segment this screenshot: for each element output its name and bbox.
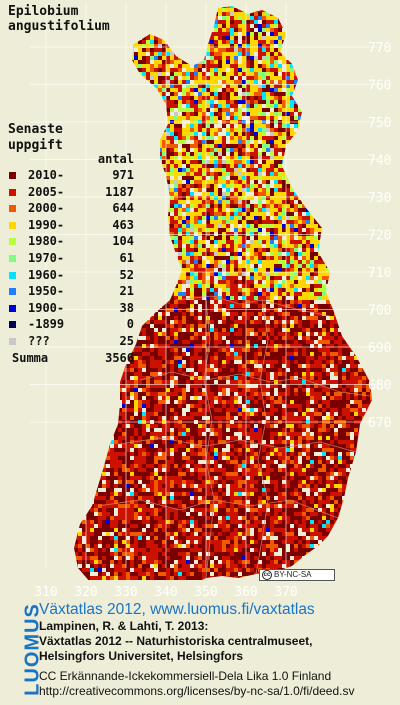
easting-tick-label: 350 <box>194 585 217 600</box>
northing-tick-label: 670 <box>368 416 391 431</box>
license-badge-text: BY-NC-SA <box>274 570 312 580</box>
northing-tick-label: 750 <box>368 116 391 131</box>
license-name: CC Erkännande-Ickekommersiell-Dela Lika … <box>39 669 397 684</box>
cc-license-badge[interactable]: cc BY-NC-SA <box>259 569 335 581</box>
legend-row-count: 644 <box>112 200 134 217</box>
northing-tick-label: 730 <box>368 191 391 206</box>
legend-row-label: 2005- <box>28 184 64 201</box>
northing-tick-label: 740 <box>368 154 391 169</box>
legend-swatch <box>9 172 16 179</box>
easting-tick-label: 340 <box>154 585 177 600</box>
legend-swatch <box>9 238 16 245</box>
legend-row: 1990- 463 <box>8 217 136 234</box>
legend-row-label: 1950- <box>28 283 64 300</box>
legend-row-count: 0 <box>127 316 134 333</box>
legend-row: 1980- 104 <box>8 233 136 250</box>
legend-row: 1900- 38 <box>8 300 136 317</box>
legend-swatch <box>9 189 16 196</box>
legend-row-count: 21 <box>120 283 134 300</box>
legend-row-count: 61 <box>120 250 134 267</box>
legend-total-label: Summa <box>12 350 48 366</box>
northing-tick-label: 770 <box>368 41 391 56</box>
legend-title-line1: Senaste <box>8 122 63 138</box>
legend-row-label: -1899 <box>28 316 64 333</box>
legend-row-label: 1980- <box>28 233 64 250</box>
northing-tick-label: 720 <box>368 229 391 244</box>
legend-row-count: 25 <box>120 333 134 350</box>
species-genus: Epilobium <box>8 4 110 19</box>
legend-row-count: 463 <box>112 217 134 234</box>
legend-row-label: 1960- <box>28 267 64 284</box>
license-url[interactable]: http://creativecommons.org/licenses/by-n… <box>39 684 397 699</box>
northing-tick-label: 700 <box>368 304 391 319</box>
legend-rows: 2010- 971 2005- 1187 2000- 644 1990- 463 1980- 10… <box>8 167 136 350</box>
legend-row-count: 104 <box>112 233 134 250</box>
legend-row: 1950- 21 <box>8 283 136 300</box>
northing-tick-label: 680 <box>368 379 391 394</box>
legend-row-count: 52 <box>120 267 134 284</box>
species-name: Epilobium angustifolium <box>8 4 110 34</box>
legend-swatch <box>9 338 16 345</box>
citation-publisher: Helsingfors Universitet, Helsingfors <box>39 649 397 664</box>
citation-authors: Lampinen, R. & Lahti, T. 2013: <box>39 619 397 634</box>
legend-swatch <box>9 255 16 262</box>
citation-title: Växtatlas 2012 -- Naturhistoriska centra… <box>39 634 397 649</box>
legend-swatch <box>9 205 16 212</box>
legend-row-label: 2010- <box>28 167 64 184</box>
easting-tick-label: 320 <box>74 585 97 600</box>
northing-tick-label: 690 <box>368 341 391 356</box>
northing-tick-label: 710 <box>368 266 391 281</box>
credits-block: Växtatlas 2012, www.luomus.fi/vaxtatlas … <box>39 600 397 699</box>
legend-row-label: ??? <box>28 333 50 350</box>
legend-row-count: 971 <box>112 167 134 184</box>
legend-row: 2005- 1187 <box>8 184 136 201</box>
easting-tick-label: 360 <box>234 585 257 600</box>
legend-row-label: 1900- <box>28 300 64 317</box>
legend-swatch <box>9 288 16 295</box>
legend-title: Senaste uppgift <box>8 122 63 154</box>
vaxtatlas-link[interactable]: Växtatlas 2012, www.luomus.fi/vaxtatlas <box>39 600 397 619</box>
legend-swatch <box>9 272 16 279</box>
easting-tick-label: 370 <box>274 585 297 600</box>
northing-tick-label: 760 <box>368 79 391 94</box>
legend-row-label: 1990- <box>28 217 64 234</box>
legend-row-count: 38 <box>120 300 134 317</box>
legend-row: 2010- 971 <box>8 167 136 184</box>
legend-row-count: 1187 <box>105 184 134 201</box>
legend-row: 2000- 644 <box>8 200 136 217</box>
legend-row: -1899 0 <box>8 316 136 333</box>
species-epithet: angustifolium <box>8 19 110 34</box>
cc-icon: cc <box>262 570 272 580</box>
legend-row: ??? 25 <box>8 333 136 350</box>
legend-total-row: Summa 3566 <box>8 350 136 366</box>
easting-tick-label: 330 <box>114 585 137 600</box>
legend-row: 1960- 52 <box>8 267 136 284</box>
legend-row-label: 2000- <box>28 200 64 217</box>
legend-total-count: 3566 <box>105 350 134 366</box>
legend-row-label: 1970- <box>28 250 64 267</box>
legend-swatch <box>9 305 16 312</box>
legend-count-header: antal <box>8 151 136 167</box>
northing-axis-labels: 770 760 750 740 730 720 710 700 690 680 670 <box>368 41 391 431</box>
legend-swatch <box>9 222 16 229</box>
legend-row: 1970- 61 <box>8 250 136 267</box>
legend-swatch <box>9 321 16 328</box>
